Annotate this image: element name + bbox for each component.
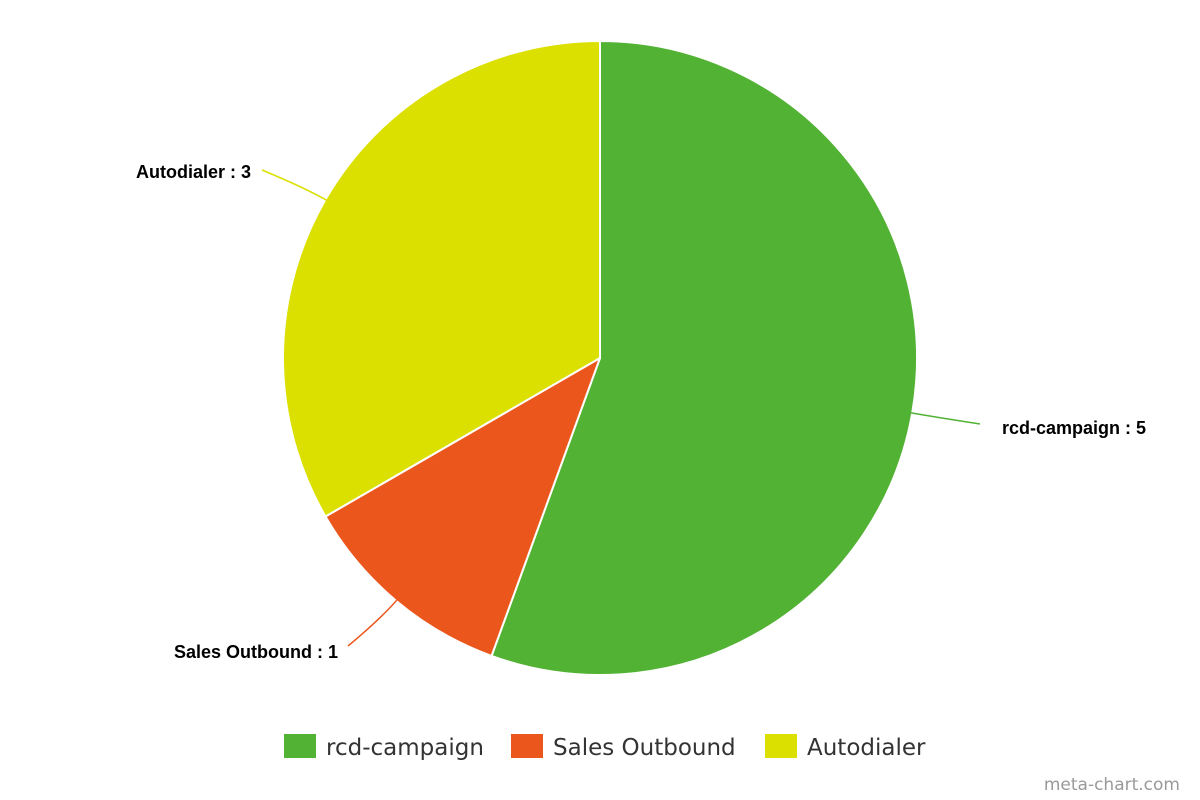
legend-item-rcd-campaign[interactable]: rcd-campaign: [284, 734, 484, 761]
data-label-autodialer: Autodialer : 3: [136, 162, 251, 182]
legend-label: rcd-campaign: [326, 735, 484, 761]
label-connector-rcd-campaign: [908, 411, 981, 425]
label-connectors: [261, 169, 981, 647]
legend-label: Autodialer: [807, 735, 926, 761]
legend-item-sales-outbound[interactable]: Sales Outbound: [511, 734, 736, 761]
chart-legend: rcd-campaign Sales Outbound Autodialer: [284, 734, 926, 761]
pie-slices: [282, 40, 918, 676]
data-label-sales-outbound: Sales Outbound : 1: [174, 642, 338, 662]
label-connector-autodialer: [261, 169, 330, 203]
legend-swatch: [511, 734, 543, 758]
legend-label: Sales Outbound: [553, 735, 736, 761]
data-label-rcd-campaign: rcd-campaign : 5: [1002, 418, 1146, 438]
label-connector-sales-outbound: [347, 597, 400, 647]
legend-swatch: [284, 734, 316, 758]
data-labels: rcd-campaign : 5 Sales Outbound : 1 Autodi…: [136, 162, 1146, 662]
legend-swatch: [765, 734, 797, 758]
legend-item-autodialer[interactable]: Autodialer: [765, 734, 926, 761]
watermark-text: meta-chart.com: [1044, 775, 1180, 795]
